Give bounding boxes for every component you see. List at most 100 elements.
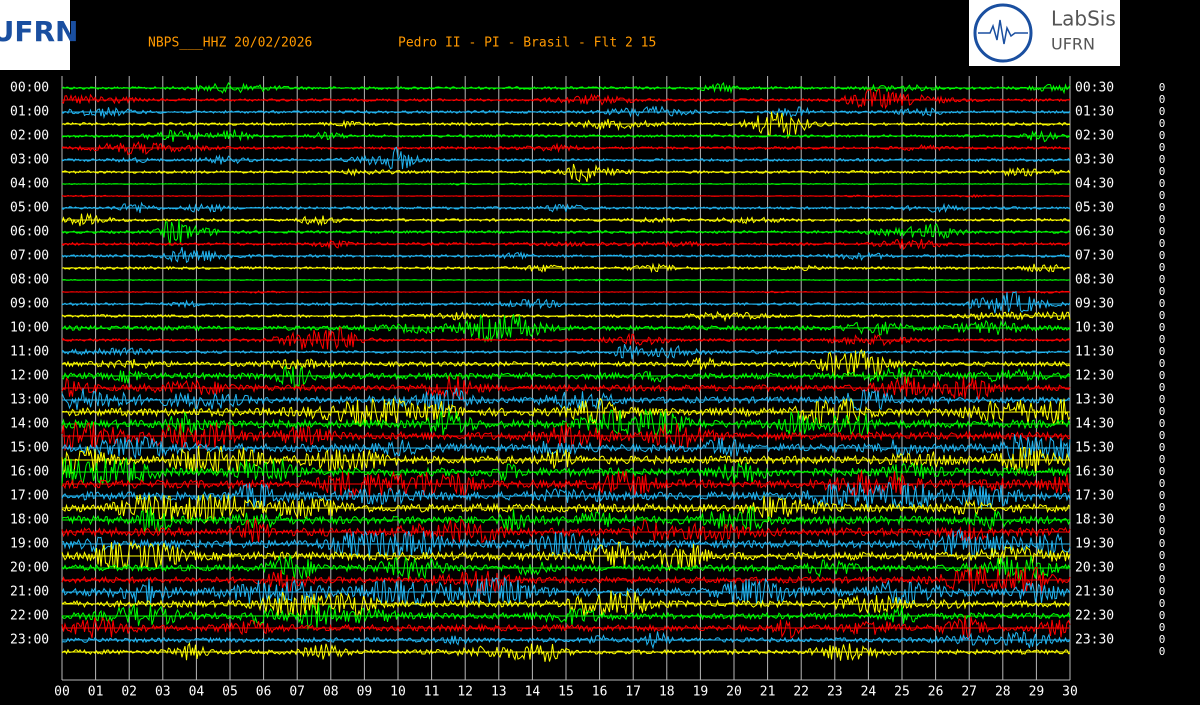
- left-label: 14:00: [10, 417, 49, 432]
- x-tick-label: 23: [827, 685, 843, 700]
- count: 0: [1159, 477, 1166, 490]
- trace: [61, 364, 1071, 390]
- left-label: 03:00: [10, 153, 49, 168]
- right-label: 05:30: [1075, 201, 1114, 216]
- trace: [61, 163, 1071, 183]
- trace: [61, 218, 1071, 246]
- count: 0: [1159, 117, 1166, 130]
- x-tick-label: 00: [54, 685, 70, 700]
- left-label: 19:00: [10, 537, 49, 552]
- right-label: 15:30: [1075, 441, 1114, 456]
- trace: [61, 397, 1071, 427]
- trace: [61, 375, 1071, 401]
- station: NBPS___HHZ 20/02/2026: [148, 36, 312, 51]
- count: 0: [1159, 369, 1166, 382]
- right-label: 07:30: [1075, 249, 1114, 264]
- right-label: 16:30: [1075, 465, 1114, 480]
- left-label: 22:00: [10, 609, 49, 624]
- left-label: 08:00: [10, 273, 49, 288]
- trace: [61, 129, 1071, 143]
- trace: [61, 326, 1071, 350]
- trace: [61, 566, 1071, 595]
- trace: [61, 528, 1071, 559]
- trace: [61, 310, 1071, 323]
- trace: [61, 238, 1071, 251]
- count: 0: [1159, 381, 1166, 394]
- count: 0: [1159, 441, 1166, 454]
- left-label: 11:00: [10, 345, 49, 360]
- count: 0: [1159, 645, 1166, 658]
- x-tick-label: 20: [726, 685, 742, 700]
- left-label: 02:00: [10, 129, 49, 144]
- right-label: 01:30: [1075, 105, 1114, 120]
- trace: [61, 344, 1071, 360]
- count: 0: [1159, 189, 1166, 202]
- trace: [61, 631, 1071, 650]
- left-label: 13:00: [10, 393, 49, 408]
- left-label: 18:00: [10, 513, 49, 528]
- count: 0: [1159, 609, 1166, 622]
- trace: [61, 193, 1071, 199]
- x-tick-label: 29: [1029, 685, 1045, 700]
- trace: [61, 602, 1071, 631]
- count: 0: [1159, 621, 1166, 634]
- trace: [61, 290, 1071, 314]
- trace: [61, 540, 1071, 572]
- left-label: 15:00: [10, 441, 49, 456]
- trace: [61, 554, 1071, 584]
- x-tick-label: 14: [525, 685, 541, 700]
- right-label: 10:30: [1075, 321, 1114, 336]
- trace: [61, 246, 1071, 264]
- trace: [61, 518, 1071, 547]
- x-tick-label: 28: [995, 685, 1011, 700]
- x-tick-label: 13: [491, 685, 507, 700]
- trace: [61, 576, 1071, 606]
- x-tick-label: 04: [189, 685, 205, 700]
- right-label: 04:30: [1075, 177, 1114, 192]
- trace: [61, 408, 1071, 440]
- count: 0: [1159, 597, 1166, 610]
- left-label: 09:00: [10, 297, 49, 312]
- count: 0: [1159, 165, 1166, 178]
- trace: [61, 313, 1070, 343]
- trace: [61, 387, 1071, 414]
- trace: [61, 278, 1071, 282]
- count: 0: [1159, 357, 1166, 370]
- trace: [61, 456, 1071, 486]
- x-tick-label: 10: [390, 685, 406, 700]
- left-label: 17:00: [10, 489, 49, 504]
- count: 0: [1159, 201, 1166, 214]
- trace: [61, 494, 1071, 524]
- count: 0: [1159, 585, 1166, 598]
- x-tick-label: 03: [155, 685, 171, 700]
- x-tick-label: 02: [121, 685, 137, 700]
- right-label: 12:30: [1075, 369, 1114, 384]
- left-label: 21:00: [10, 585, 49, 600]
- trace: [61, 482, 1071, 510]
- count: 0: [1159, 333, 1166, 346]
- right-label: 20:30: [1075, 561, 1114, 576]
- count: 0: [1159, 237, 1166, 250]
- x-tick-label: 12: [457, 685, 473, 700]
- count: 0: [1159, 513, 1166, 526]
- trace: [61, 262, 1071, 274]
- count: 0: [1159, 129, 1166, 142]
- right-label: 18:30: [1075, 513, 1114, 528]
- x-tick-label: 01: [88, 685, 104, 700]
- count: 0: [1159, 309, 1166, 322]
- left-label: 04:00: [10, 177, 49, 192]
- logo-ring: [973, 3, 1033, 63]
- count: 0: [1159, 93, 1166, 106]
- left-label: 23:00: [10, 633, 49, 648]
- trace: [61, 470, 1071, 500]
- x-tick-label: 15: [558, 685, 574, 700]
- count: 0: [1159, 213, 1166, 226]
- count: 0: [1159, 321, 1166, 334]
- left-label: 16:00: [10, 465, 49, 480]
- x-tick-label: 24: [861, 685, 877, 700]
- count: 0: [1159, 561, 1166, 574]
- x-tick-label: 05: [222, 685, 238, 700]
- count: 0: [1159, 501, 1166, 514]
- left-label: 07:00: [10, 249, 49, 264]
- count: 0: [1159, 261, 1166, 274]
